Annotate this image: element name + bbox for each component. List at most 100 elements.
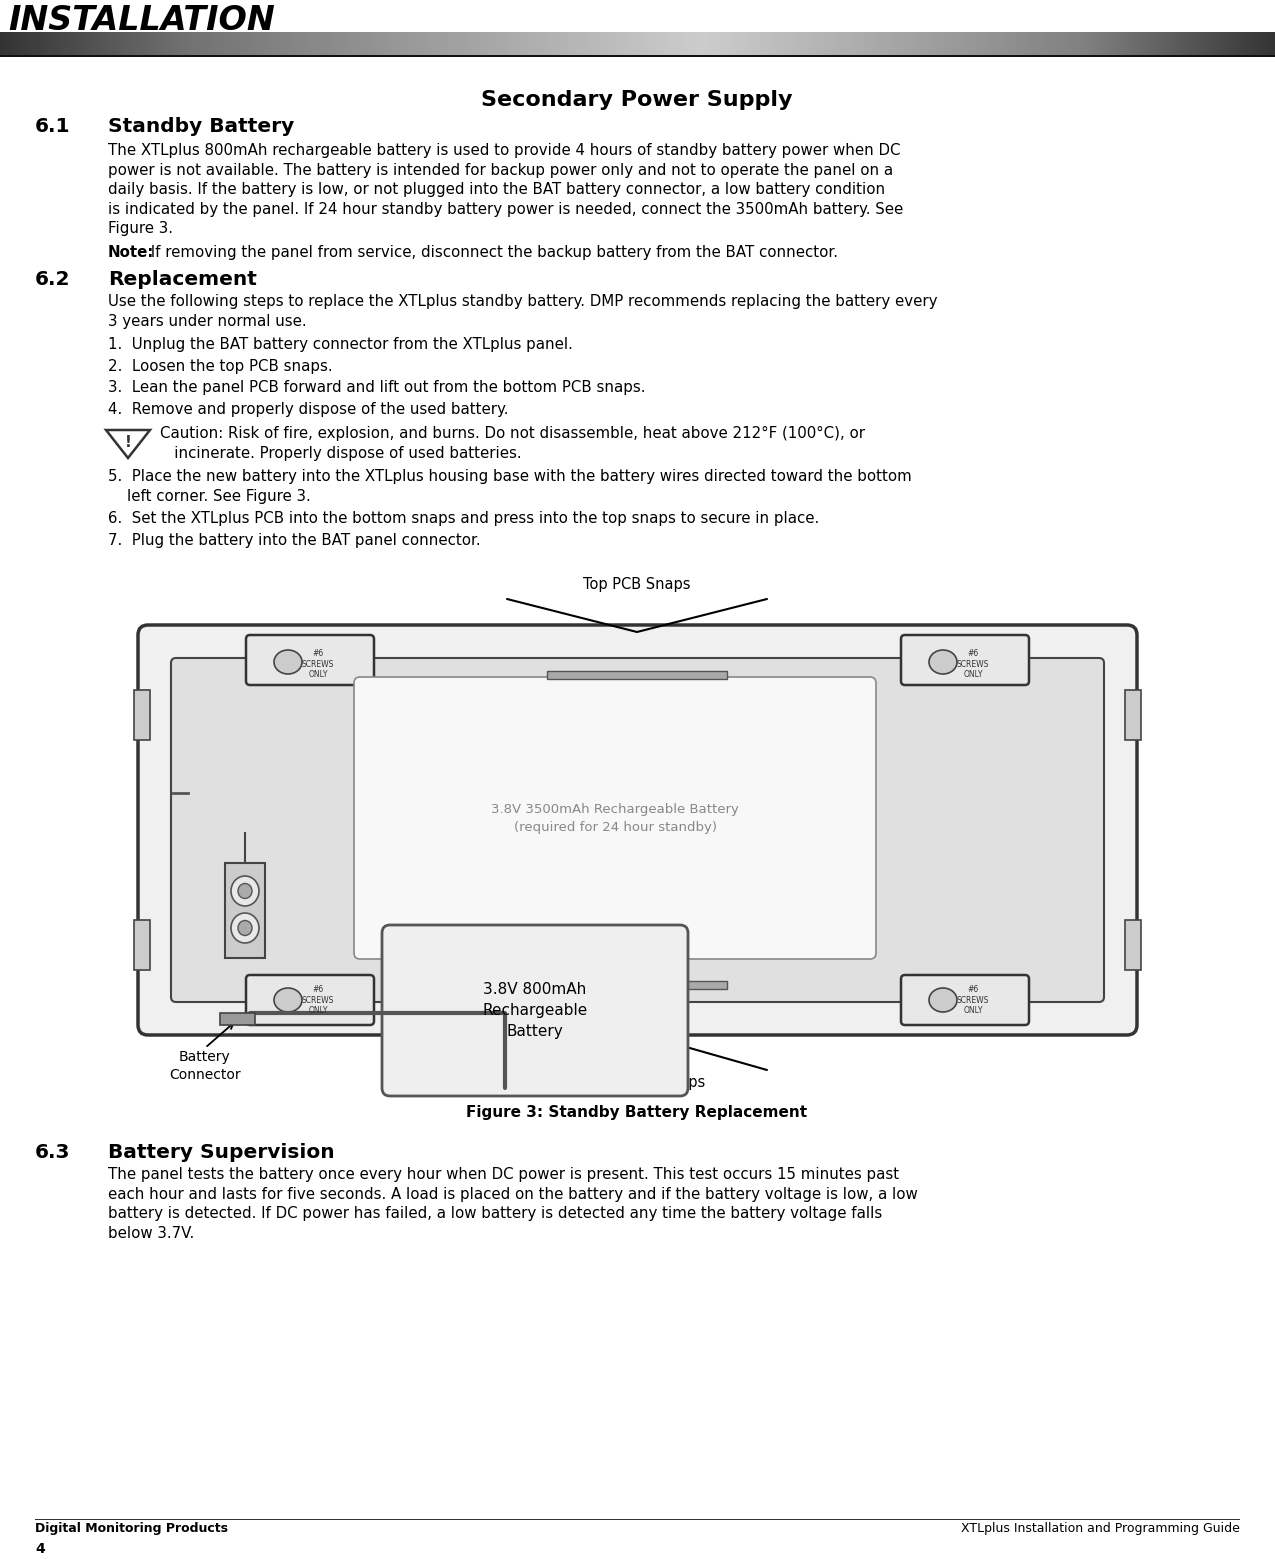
Bar [1063, 33, 1066, 55]
Text: 5.  Place the new battery into the XTLplus housing base with the battery wires d: 5. Place the new battery into the XTLplu… [108, 469, 912, 483]
Bar [664, 33, 667, 55]
Bar [269, 33, 272, 55]
Bar [60, 33, 62, 55]
Bar [1003, 33, 1006, 55]
Bar [1178, 33, 1181, 55]
Bar [351, 33, 353, 55]
Bar [1048, 33, 1051, 55]
Bar [622, 33, 625, 55]
Bar [1066, 33, 1068, 55]
Bar [558, 33, 560, 55]
Bar [632, 33, 635, 55]
Bar [219, 33, 222, 55]
Bar [998, 33, 1001, 55]
Bar [73, 33, 75, 55]
Text: 3 years under normal use.: 3 years under normal use. [108, 313, 306, 329]
Bar [366, 33, 368, 55]
Bar [1188, 33, 1191, 55]
Bar [757, 33, 760, 55]
Bar [361, 33, 363, 55]
Bar [282, 33, 284, 55]
Bar [1220, 33, 1223, 55]
Bar [1183, 33, 1186, 55]
Bar [638, 33, 640, 55]
Bar [1046, 33, 1048, 55]
Bar [852, 33, 854, 55]
Bar [1163, 33, 1165, 55]
Bar [1061, 33, 1063, 55]
Text: Caution: Risk of fire, explosion, and burns. Do not disassemble, heat above 212°: Caution: Risk of fire, explosion, and bu… [159, 426, 864, 441]
Text: Standby Battery: Standby Battery [108, 117, 295, 136]
Bar [8, 33, 10, 55]
Text: #6
SCREWS
ONLY: #6 SCREWS ONLY [956, 985, 989, 1015]
Bar [102, 33, 105, 55]
Text: Use the following steps to replace the XTLplus standby battery. DMP recommends r: Use the following steps to replace the X… [108, 295, 937, 309]
Text: 2.  Loosen the top PCB snaps.: 2. Loosen the top PCB snaps. [108, 359, 333, 374]
Bar [797, 33, 799, 55]
Bar [105, 33, 107, 55]
Bar [672, 33, 674, 55]
Bar [541, 33, 543, 55]
Bar [133, 33, 134, 55]
Bar [110, 33, 112, 55]
Bar [246, 33, 249, 55]
Bar [547, 981, 727, 988]
Bar [760, 33, 762, 55]
Bar [877, 33, 878, 55]
Bar [89, 33, 92, 55]
Bar [342, 33, 344, 55]
Bar [817, 33, 820, 55]
Text: #6
SCREWS
ONLY: #6 SCREWS ONLY [956, 649, 989, 678]
Bar [919, 33, 922, 55]
Bar [862, 33, 864, 55]
Bar [1118, 33, 1121, 55]
Bar [815, 33, 817, 55]
Bar [979, 33, 982, 55]
Bar [170, 33, 172, 55]
FancyBboxPatch shape [246, 974, 374, 1024]
Bar [513, 33, 515, 55]
Bar [371, 33, 374, 55]
Bar [436, 33, 439, 55]
Bar [969, 33, 972, 55]
Bar [159, 33, 162, 55]
Bar [1089, 33, 1090, 55]
Bar [849, 33, 852, 55]
Bar [232, 33, 235, 55]
Bar [1168, 33, 1170, 55]
Bar [78, 33, 79, 55]
Bar [782, 33, 784, 55]
Bar [478, 33, 481, 55]
Bar [585, 33, 588, 55]
Bar [384, 33, 386, 55]
Bar [157, 33, 159, 55]
Bar [1153, 33, 1155, 55]
Bar [1034, 33, 1035, 55]
Bar [653, 33, 655, 55]
Bar [1238, 33, 1241, 55]
Bar [303, 33, 306, 55]
Bar [428, 33, 431, 55]
Bar [42, 33, 45, 55]
Bar [1024, 33, 1026, 55]
Bar [824, 33, 826, 55]
Bar [697, 33, 700, 55]
Bar [1176, 33, 1178, 55]
Bar [515, 33, 518, 55]
Text: 6.3: 6.3 [34, 1143, 70, 1161]
Text: !: ! [125, 435, 131, 449]
Bar [650, 33, 653, 55]
Bar [376, 33, 379, 55]
Bar [875, 33, 877, 55]
Bar [463, 33, 465, 55]
Bar [1090, 33, 1093, 55]
Bar [324, 33, 326, 55]
Bar [20, 33, 23, 55]
Bar [1141, 33, 1142, 55]
Bar [771, 33, 774, 55]
Text: Battery
Connector: Battery Connector [170, 1051, 241, 1082]
Bar [301, 33, 303, 55]
Bar [878, 33, 881, 55]
Bar [727, 33, 729, 55]
Bar [82, 33, 84, 55]
